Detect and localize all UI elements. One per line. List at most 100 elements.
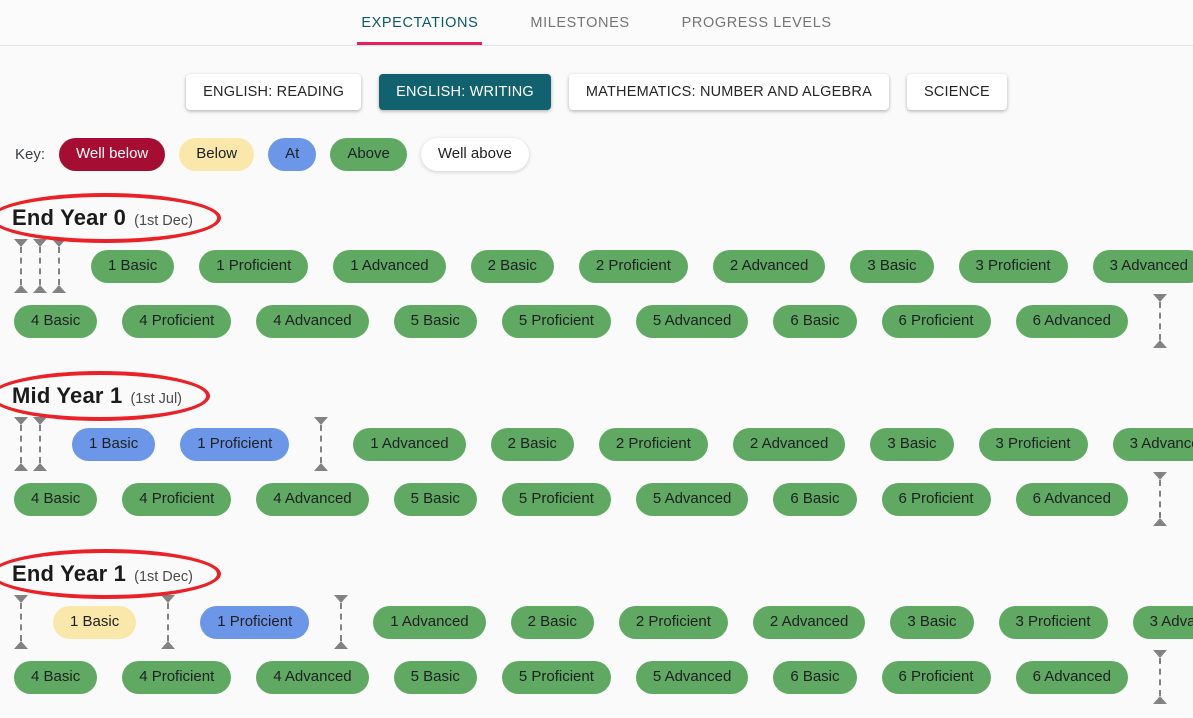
marker-dashed-line: [167, 603, 170, 642]
pill-4-basic: 4 Basic: [14, 304, 98, 338]
subject-button-english-writing[interactable]: ENGLISH: WRITING: [379, 74, 551, 110]
marker-arrow-top: [334, 595, 349, 604]
range-marker-icon: [1152, 650, 1167, 705]
subject-button-mathematics-number-and-algebra[interactable]: MATHEMATICS: NUMBER AND ALGEBRA: [568, 74, 889, 110]
pill-2-advanced: 2 Advanced: [712, 249, 826, 283]
range-marker-icon: [14, 239, 28, 294]
section-title: End Year 0: [12, 204, 127, 230]
section-heading: Mid Year 1 (1st Jul): [10, 375, 184, 417]
marker-arrow-bottom: [1152, 340, 1167, 349]
pill-5-basic: 5 Basic: [393, 660, 477, 694]
key-pill-at: At: [268, 138, 317, 171]
pill-1-advanced: 1 Advanced: [373, 605, 486, 639]
pill-3-basic: 3 Basic: [890, 605, 974, 639]
section-title: End Year 1: [12, 560, 127, 586]
marker-arrow-bottom: [52, 285, 66, 294]
pill-1-advanced: 1 Advanced: [333, 249, 446, 283]
marker-dashed-line: [39, 247, 41, 286]
section-heading-wrap: Mid Year 1 (1st Jul): [0, 370, 211, 421]
pill-row: 4 Basic 4 Proficient 4 Advanced 5 Basic 5 Pr…: [8, 650, 1193, 705]
subject-button-english-reading[interactable]: ENGLISH: READING: [186, 74, 362, 110]
pill-row: 4 Basic 4 Proficient 4 Advanced 5 Basic 5 Pr…: [8, 294, 1193, 349]
pill-1-advanced: 1 Advanced: [353, 427, 466, 461]
tab-milestones[interactable]: MILESTONES: [530, 15, 630, 31]
pill-2-advanced: 2 Advanced: [732, 427, 846, 461]
section-date: (1st Jul): [130, 390, 183, 407]
pill-row: 1 Basic 1 Proficient 1 Advanced 2 Basic 2 Pr…: [8, 595, 1193, 650]
pill-row: 1 Basic 1 Proficient 1 Advanced 2 Basic 2 Pr…: [8, 239, 1193, 294]
range-marker-icon: [1152, 294, 1167, 349]
marker-arrow-top: [1152, 650, 1167, 659]
pill-6-basic: 6 Basic: [773, 482, 857, 516]
subject-bar: ENGLISH: READING ENGLISH: WRITING MATHEMAT…: [0, 74, 1193, 110]
marker-arrow-top: [14, 595, 28, 604]
pill-6-advanced: 6 Advanced: [1015, 304, 1128, 338]
pill-4-proficient: 4 Proficient: [122, 304, 232, 338]
range-marker-icon: [1152, 472, 1167, 527]
marker-arrow-bottom: [1152, 696, 1167, 705]
pill-6-advanced: 6 Advanced: [1015, 660, 1128, 694]
section-date: (1st Dec): [134, 212, 193, 229]
pill-2-proficient: 2 Proficient: [598, 427, 708, 461]
legend-key: Key: Well below Below At Above Well above: [15, 138, 1193, 171]
key-pill-above: Above: [330, 138, 407, 171]
pill-2-basic: 2 Basic: [490, 427, 574, 461]
marker-arrow-bottom: [334, 641, 349, 650]
pill-4-basic: 4 Basic: [14, 482, 98, 516]
pill-1-proficient: 1 Proficient: [199, 249, 309, 283]
pill-3-advanced: 3 Advanced: [1132, 605, 1193, 639]
range-marker-icon: [14, 595, 28, 650]
marker-arrow-top: [161, 595, 176, 604]
tab-bar: EXPECTATIONS MILESTONES PROGRESS LEVELS: [0, 0, 1193, 46]
pill-row: 1 Basic 1 Proficient 1 Advanced 2 Basic 2 Pr…: [8, 417, 1193, 472]
marker-arrow-bottom: [314, 463, 329, 472]
pill-5-basic: 5 Basic: [393, 482, 477, 516]
pill-2-proficient: 2 Proficient: [618, 605, 728, 639]
section-mid-year-1: Mid Year 1 (1st Jul) 1 Basic 1 Proficient 1 …: [0, 370, 1193, 527]
pill-3-basic: 3 Basic: [850, 249, 934, 283]
subject-button-science[interactable]: SCIENCE: [906, 74, 1007, 110]
pill-row: 4 Basic 4 Proficient 4 Advanced 5 Basic 5 Pr…: [8, 472, 1193, 527]
section-heading-wrap: End Year 0 (1st Dec): [0, 192, 221, 243]
section-heading-wrap: End Year 1 (1st Dec): [0, 548, 221, 599]
marker-dashed-line: [1158, 302, 1161, 341]
pill-3-advanced: 3 Advanced: [1092, 249, 1193, 283]
section-end-year-1: End Year 1 (1st Dec) 1 Basic 1 Proficient 1 …: [0, 548, 1193, 705]
marker-arrow-bottom: [33, 463, 47, 472]
pill-3-proficient: 3 Proficient: [998, 605, 1108, 639]
marker-dashed-line: [58, 247, 60, 286]
range-marker-icon: [14, 417, 28, 472]
marker-arrow-top: [1152, 294, 1167, 303]
pill-1-proficient: 1 Proficient: [180, 427, 290, 461]
key-pill-well-below: Well below: [59, 138, 166, 171]
marker-arrow-top: [14, 417, 28, 426]
marker-arrow-top: [33, 417, 47, 426]
pill-4-advanced: 4 Advanced: [256, 304, 369, 338]
range-marker-icon: [33, 239, 47, 294]
marker-dashed-line: [20, 603, 22, 642]
pill-1-proficient: 1 Proficient: [200, 605, 310, 639]
marker-arrow-bottom: [14, 641, 28, 650]
pill-3-basic: 3 Basic: [870, 427, 954, 461]
marker-arrow-bottom: [14, 463, 28, 472]
pill-2-basic: 2 Basic: [470, 249, 554, 283]
key-pill-well-above: Well above: [420, 138, 529, 171]
marker-dashed-line: [20, 425, 22, 464]
pill-4-advanced: 4 Advanced: [256, 660, 369, 694]
pill-1-basic: 1 Basic: [72, 427, 156, 461]
pill-5-advanced: 5 Advanced: [635, 482, 749, 516]
pill-1-basic: 1 Basic: [53, 605, 137, 639]
marker-dashed-line: [1158, 480, 1161, 519]
key-pill-below: Below: [179, 138, 255, 171]
marker-dashed-line: [1158, 658, 1161, 697]
pill-4-proficient: 4 Proficient: [122, 482, 232, 516]
pill-3-advanced: 3 Advanced: [1112, 427, 1193, 461]
section-heading: End Year 1 (1st Dec): [10, 553, 195, 595]
tab-expectations[interactable]: EXPECTATIONS: [357, 0, 483, 45]
section-heading: End Year 0 (1st Dec): [10, 197, 195, 239]
section-date: (1st Dec): [134, 568, 193, 585]
marker-dashed-line: [320, 425, 323, 464]
section-end-year-0: End Year 0 (1st Dec) 1 Basic 1 Proficient 1 …: [0, 192, 1193, 349]
marker-arrow-bottom: [161, 641, 176, 650]
tab-progress-levels[interactable]: PROGRESS LEVELS: [681, 15, 832, 31]
